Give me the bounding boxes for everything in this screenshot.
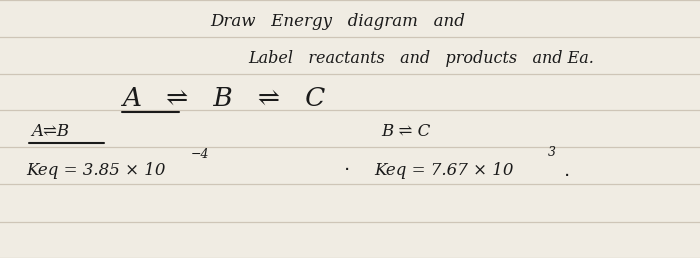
Text: Draw   Energy   diagram   and: Draw Energy diagram and	[210, 13, 465, 30]
Text: .: .	[564, 161, 570, 180]
Text: −4: −4	[190, 148, 209, 161]
Text: 3: 3	[547, 146, 555, 159]
Text: ·: ·	[344, 161, 349, 180]
Text: Keq = 3.85 × 10: Keq = 3.85 × 10	[27, 162, 166, 179]
Text: B ⇌ C: B ⇌ C	[382, 123, 431, 140]
Text: Label   reactants   and   products   and Ea.: Label reactants and products and Ea.	[248, 50, 594, 67]
Text: A⇌B: A⇌B	[32, 123, 69, 140]
Text: A   ⇌   B   ⇌   C: A ⇌ B ⇌ C	[122, 86, 326, 110]
Text: Keq = 7.67 × 10: Keq = 7.67 × 10	[374, 162, 514, 179]
